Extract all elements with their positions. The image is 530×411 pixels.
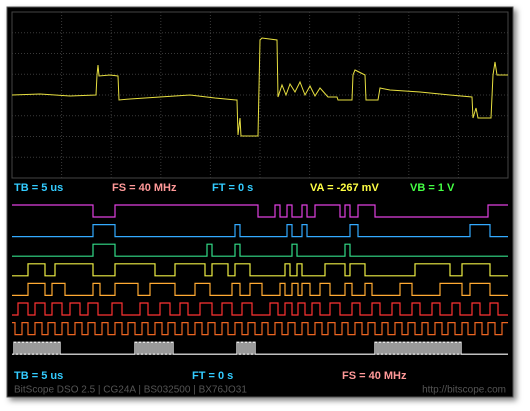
url: http://bitscope.com <box>422 385 506 396</box>
logic-channel <box>12 322 508 336</box>
logic-channel <box>12 282 508 296</box>
channel-b: VB = 1 V <box>410 182 455 194</box>
analog-trace <box>11 37 508 137</box>
trigger: FT = 0 s <box>212 182 253 194</box>
grid <box>12 12 508 178</box>
logic-channel <box>12 243 508 257</box>
sample-rate: FS = 40 MHz <box>112 182 177 194</box>
channel-a: VA = -267 mV <box>310 182 379 194</box>
logic-channel <box>12 341 508 355</box>
timebase: TB = 5 us <box>14 182 63 194</box>
logic-channel <box>12 302 508 316</box>
logic-trigger: FT = 0 s <box>192 370 233 382</box>
logic-sample-rate: FS = 40 MHz <box>342 370 407 382</box>
logic-channel <box>12 224 508 238</box>
logic-timebase: TB = 5 us <box>14 370 63 382</box>
logic-traces <box>12 204 508 355</box>
logic-channel <box>12 204 508 218</box>
logic-channel <box>12 263 508 277</box>
device-info: BitScope DSO 2.5 | CG24A | BS032500 | BX… <box>14 385 247 396</box>
